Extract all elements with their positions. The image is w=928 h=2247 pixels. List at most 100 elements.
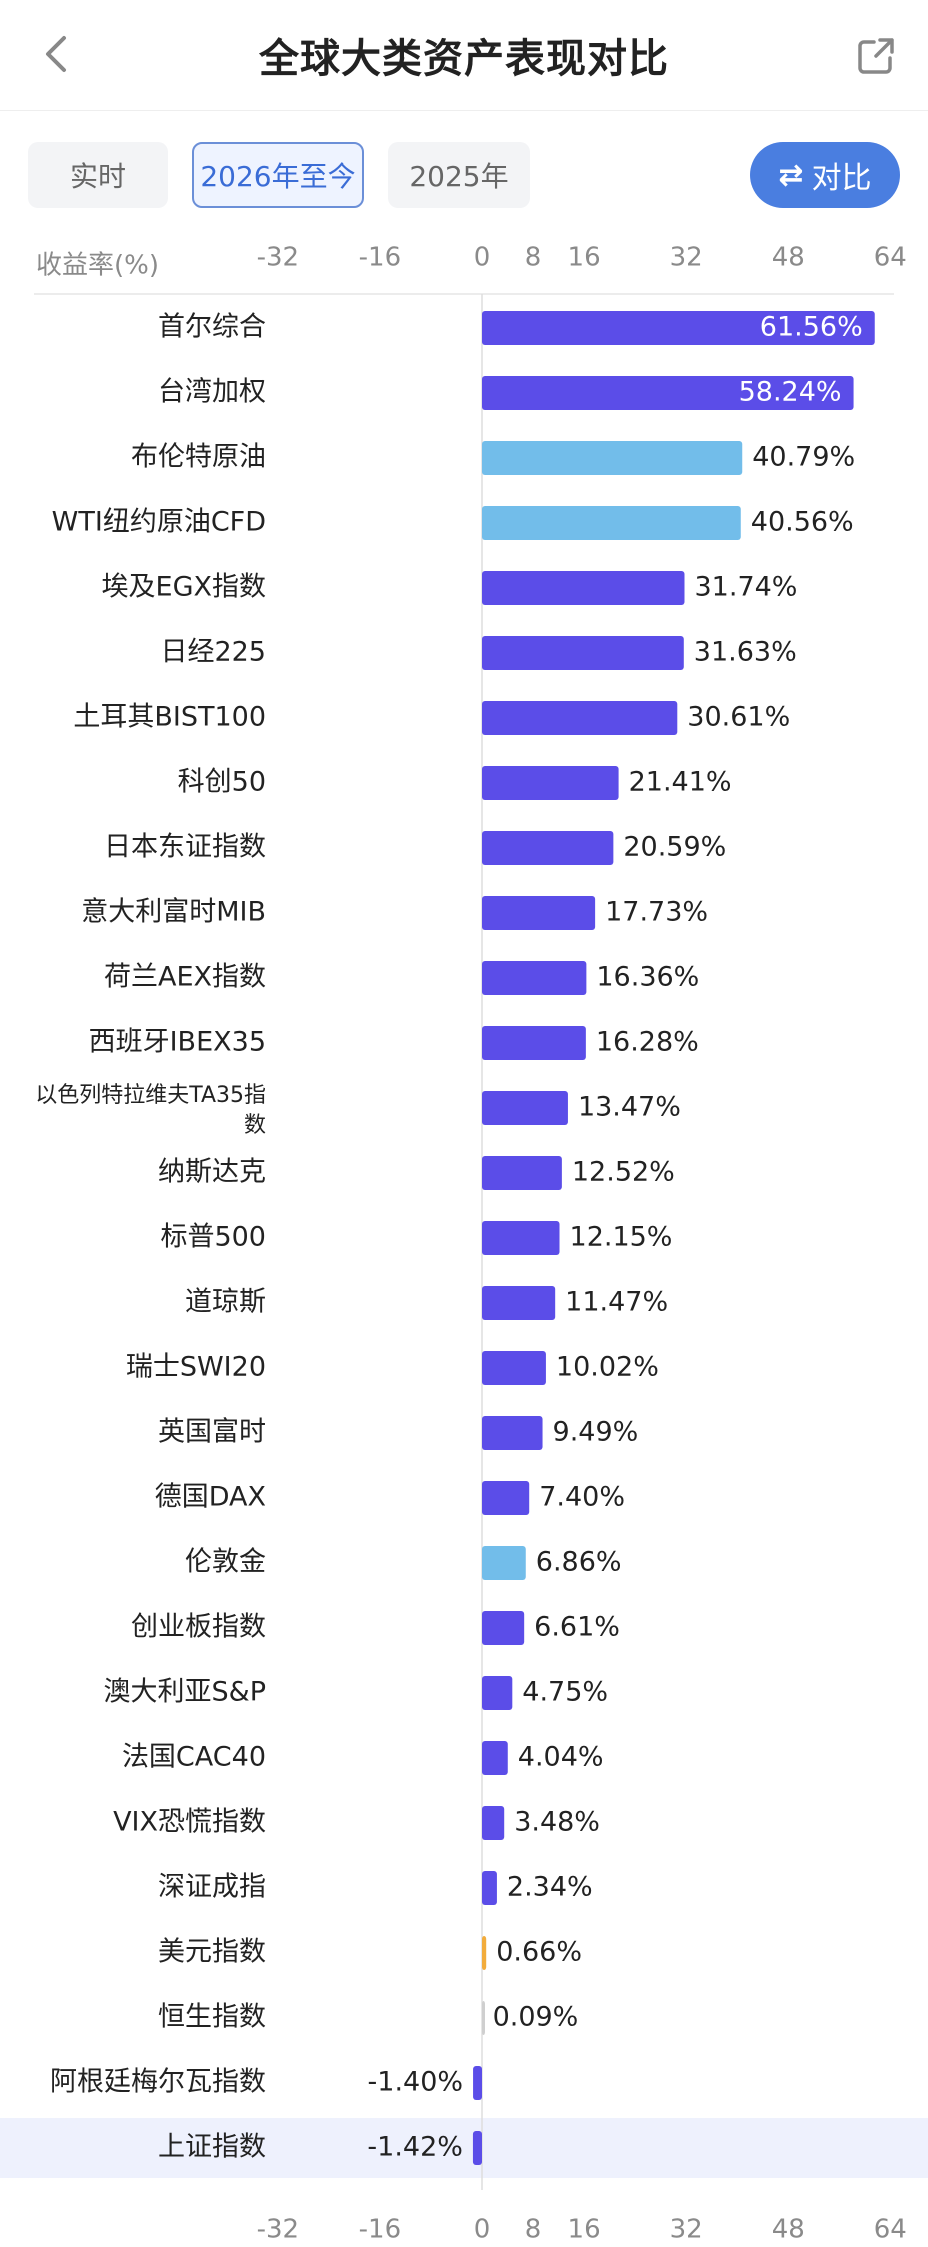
bar (482, 1936, 487, 1970)
bar (482, 1351, 546, 1385)
x-tick-label-top: 32 (670, 243, 703, 273)
bar (482, 2001, 485, 2035)
chevron-left-icon (46, 36, 66, 72)
x-tick-label-top: 0 (474, 243, 491, 273)
bar (482, 1611, 525, 1645)
category-label: 标普500 (160, 1222, 266, 1253)
value-label: 11.47% (565, 1287, 668, 1318)
value-label: 58.24% (739, 377, 842, 408)
compare-button-label: 对比 (811, 161, 872, 196)
category-label: 伦敦金 (185, 1547, 266, 1578)
bar (482, 1156, 562, 1190)
value-label: 7.40% (539, 1482, 625, 1513)
category-label: 埃及EGX指数 (102, 572, 266, 603)
value-label: -1.40% (368, 2067, 464, 2098)
bar (482, 1806, 505, 1840)
bar (473, 2066, 482, 2100)
tab-2025[interactable]: 2025年 (388, 142, 530, 208)
bar (482, 506, 741, 540)
category-label: VIX恐慌指数 (113, 1807, 266, 1838)
bar (482, 441, 743, 475)
category-label: 创业板指数 (131, 1612, 266, 1643)
value-label: 31.74% (695, 572, 798, 603)
value-label: 21.41% (629, 767, 732, 798)
app-header: 全球大类资产表现对比 (0, 0, 928, 111)
category-label: 土耳其BIST100 (73, 702, 266, 733)
category-label: 上证指数 (158, 2132, 266, 2163)
category-label: 意大利富时MIB (81, 897, 266, 928)
category-label: 英国富时 (158, 1417, 266, 1448)
bar (482, 701, 678, 735)
compare-button[interactable]: ⇄ 对比 (750, 142, 900, 208)
category-label: WTI纽约原油CFD (52, 507, 266, 538)
returns-bar-chart: 收益率(%) -32 -32 -16 -16 0 0 8 8 16 16 32 32 48 48 64 64 首尔… (0, 243, 928, 2245)
category-label: 科创50 (178, 767, 266, 798)
value-label: 12.15% (570, 1222, 673, 1253)
value-label: 40.56% (751, 507, 854, 538)
x-tick-label-top: -32 (257, 243, 299, 273)
category-label: 西班牙IBEX35 (89, 1027, 266, 1058)
bar (482, 1286, 556, 1320)
category-label: 日本东证指数 (104, 832, 266, 863)
category-label: 阿根廷梅尔瓦指数 (50, 2067, 266, 2098)
value-label: 20.59% (623, 832, 726, 863)
value-label: 9.49% (553, 1417, 639, 1448)
category-label: 纳斯达克 (158, 1157, 266, 1188)
bar (482, 961, 587, 995)
bar (482, 896, 596, 930)
category-label: 深证成指 (158, 1872, 266, 1903)
value-label: 17.73% (605, 897, 708, 928)
category-label: 恒生指数 (158, 2002, 266, 2033)
value-label: 0.66% (496, 1937, 582, 1968)
x-tick-label-bottom: 0 (474, 2215, 491, 2245)
bar (482, 1091, 568, 1125)
category-label: 荷兰AEX指数 (104, 962, 266, 993)
bar (482, 831, 614, 865)
bar (482, 636, 684, 670)
bar (482, 1416, 543, 1450)
value-label: 4.04% (518, 1742, 604, 1773)
value-label: 16.28% (596, 1027, 699, 1058)
category-label-wrap: 数 (244, 1113, 266, 1138)
x-tick-label-bottom: -16 (359, 2215, 401, 2245)
highlighted-row-background (0, 2118, 928, 2178)
x-tick-label-bottom: -32 (257, 2215, 299, 2245)
bar (482, 1676, 513, 1710)
x-tick-label-top: 16 (568, 243, 601, 273)
value-label: 13.47% (578, 1092, 681, 1123)
category-label: 法国CAC40 (122, 1742, 266, 1773)
x-tick-label-bottom: 16 (568, 2215, 601, 2245)
swap-arrows-icon: ⇄ (778, 157, 804, 193)
category-label: 布伦特原油 (131, 442, 266, 473)
value-label: 10.02% (556, 1352, 659, 1383)
tab-realtime[interactable]: 实时 (28, 142, 168, 208)
period-tabs: 实时 2026年至今 2025年 (28, 142, 530, 208)
bar (482, 1026, 586, 1060)
bar (482, 766, 619, 800)
bar (482, 1741, 508, 1775)
back-button[interactable] (30, 28, 82, 80)
x-tick-label-bottom: 48 (772, 2215, 805, 2245)
share-button[interactable] (850, 30, 902, 82)
bar (472, 2131, 482, 2165)
value-label: 16.36% (596, 962, 699, 993)
value-label: 6.61% (534, 1612, 620, 1643)
x-tick-label-bottom: 64 (874, 2215, 907, 2245)
bar (482, 1871, 497, 1905)
x-tick-label-bottom: 32 (670, 2215, 703, 2245)
category-label: 日经225 (160, 637, 266, 668)
tab-2026-ytd[interactable]: 2026年至今 (192, 142, 364, 208)
bar (482, 1481, 530, 1515)
category-label: 以色列特拉维夫TA35指 (35, 1083, 266, 1108)
bar (482, 376, 854, 410)
value-label: 3.48% (514, 1807, 600, 1838)
bar (482, 311, 875, 345)
y-axis-title: 收益率(%) (36, 251, 159, 281)
bar (482, 571, 685, 605)
x-tick-label-bottom: 8 (525, 2215, 542, 2245)
value-label: -1.42% (367, 2132, 463, 2163)
x-tick-label-top: -16 (359, 243, 401, 273)
value-label: 31.63% (694, 637, 797, 668)
value-label: 12.52% (572, 1157, 675, 1188)
x-tick-label-top: 64 (874, 243, 907, 273)
